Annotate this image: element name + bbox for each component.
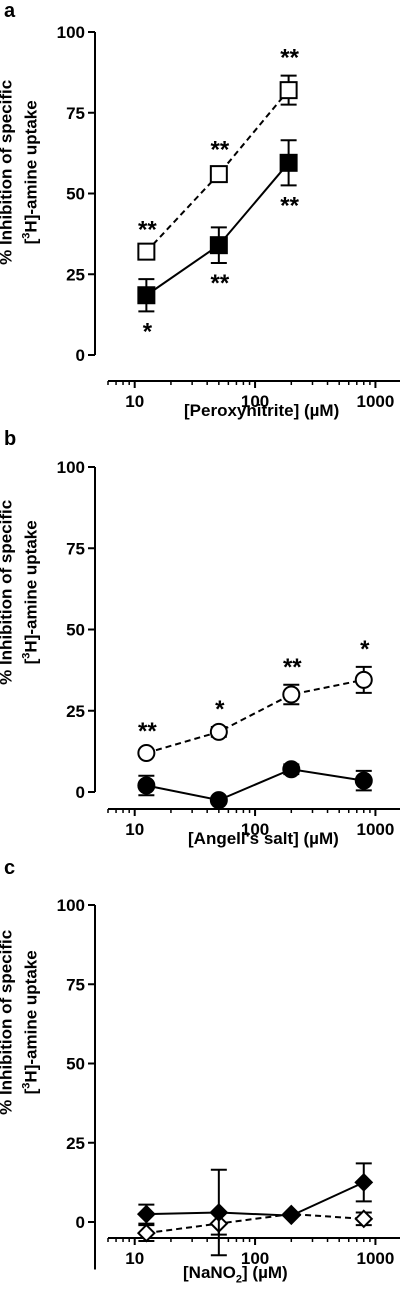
x-tick-label-b-2: 1000 — [357, 820, 395, 839]
significance-label-b-0-2: ** — [283, 654, 302, 681]
y-tick-label-b-2: 50 — [66, 621, 85, 640]
x-axis-label-a: [Peroxynitrite] (µM) — [184, 401, 340, 420]
data-point-b-1-0 — [137, 776, 156, 795]
significance-label-a-0-2: ** — [280, 45, 299, 72]
data-point-b-0-3 — [354, 670, 373, 689]
data-point-c-1-3 — [354, 1172, 374, 1192]
data-point-c-0-0 — [136, 1223, 156, 1243]
x-tick-label-c-1: 100 — [241, 1249, 269, 1268]
significance-label-b-0-0: ** — [138, 718, 157, 745]
significance-label-b-0-1: * — [215, 696, 225, 723]
significance-label-a-0-1: ** — [210, 137, 229, 164]
series-line-a-0 — [145, 89, 290, 253]
x-tick-label-b-1: 100 — [241, 820, 269, 839]
x-axis-label-b: [Angeli's salt] (µM) — [188, 829, 339, 848]
data-point-b-0-1 — [209, 722, 228, 741]
series-line-b-1 — [146, 768, 364, 802]
significance-label-a-1-0: * — [143, 318, 153, 345]
significance-label-a-1-2: ** — [280, 192, 299, 219]
x-tick-label-b-0: 10 — [125, 820, 144, 839]
y-tick-label-b-4: 100 — [57, 458, 85, 477]
y-tick-label-a-3: 75 — [66, 104, 85, 123]
data-point-b-1-2 — [282, 760, 301, 779]
y-tick-label-a-4: 100 — [57, 23, 85, 42]
data-point-b-1-3 — [354, 771, 373, 790]
x-tick-label-a-1: 100 — [241, 392, 269, 411]
x-tick-label-a-0: 10 — [125, 392, 144, 411]
data-point-a-0-0 — [137, 242, 156, 261]
panel-letter-c: c — [4, 857, 16, 879]
panel-letter-b: b — [4, 428, 17, 450]
data-point-a-1-1 — [209, 236, 228, 255]
panel-letter-a: a — [4, 0, 16, 22]
data-point-b-0-0 — [137, 744, 156, 762]
y-tick-label-a-2: 50 — [66, 185, 85, 204]
y-tick-label-c-3: 75 — [66, 975, 85, 994]
y-tick-label-c-0: 0 — [76, 1213, 85, 1232]
x-axis-label-c-sub: 2 — [235, 1273, 243, 1286]
series-line-b-0 — [146, 678, 364, 754]
y-tick-label-b-1: 25 — [66, 702, 85, 721]
x-axis-label-c-post: ] (µM) — [242, 1263, 288, 1282]
significance-label-a-1-1: ** — [210, 270, 229, 297]
x-axis-label-c: [NaNO2] (µM) — [183, 1263, 288, 1285]
data-point-c-1-0 — [136, 1204, 156, 1224]
data-point-c-1-2 — [281, 1206, 301, 1226]
significance-label-a-0-0: ** — [138, 217, 157, 244]
x-tick-label-c-2: 1000 — [357, 1249, 395, 1268]
data-point-c-1-1 — [209, 1203, 229, 1222]
series-line-c-0 — [146, 1213, 364, 1235]
series-line-c-1 — [146, 1181, 365, 1217]
data-point-b-1-1 — [209, 791, 228, 810]
y-tick-label-b-3: 75 — [66, 539, 85, 558]
x-axis-label-c-pre: [NaNO — [183, 1263, 236, 1282]
data-point-a-1-0 — [137, 286, 156, 305]
y-tick-label-c-4: 100 — [57, 896, 85, 915]
data-point-a-0-2 — [279, 81, 298, 100]
x-tick-label-c-0: 10 — [125, 1249, 144, 1268]
x-tick-label-a-2: 1000 — [357, 392, 395, 411]
y-tick-label-a-1: 25 — [66, 265, 85, 284]
y-tick-label-c-1: 25 — [66, 1134, 85, 1153]
data-point-a-1-2 — [279, 153, 298, 172]
significance-label-b-0-3: * — [360, 636, 370, 663]
y-tick-label-c-2: 50 — [66, 1055, 85, 1074]
data-point-c-0-3 — [354, 1209, 374, 1229]
data-point-b-0-2 — [282, 685, 301, 704]
y-tick-label-a-0: 0 — [76, 346, 85, 365]
data-point-a-0-1 — [209, 165, 228, 184]
y-tick-label-b-0: 0 — [76, 783, 85, 802]
